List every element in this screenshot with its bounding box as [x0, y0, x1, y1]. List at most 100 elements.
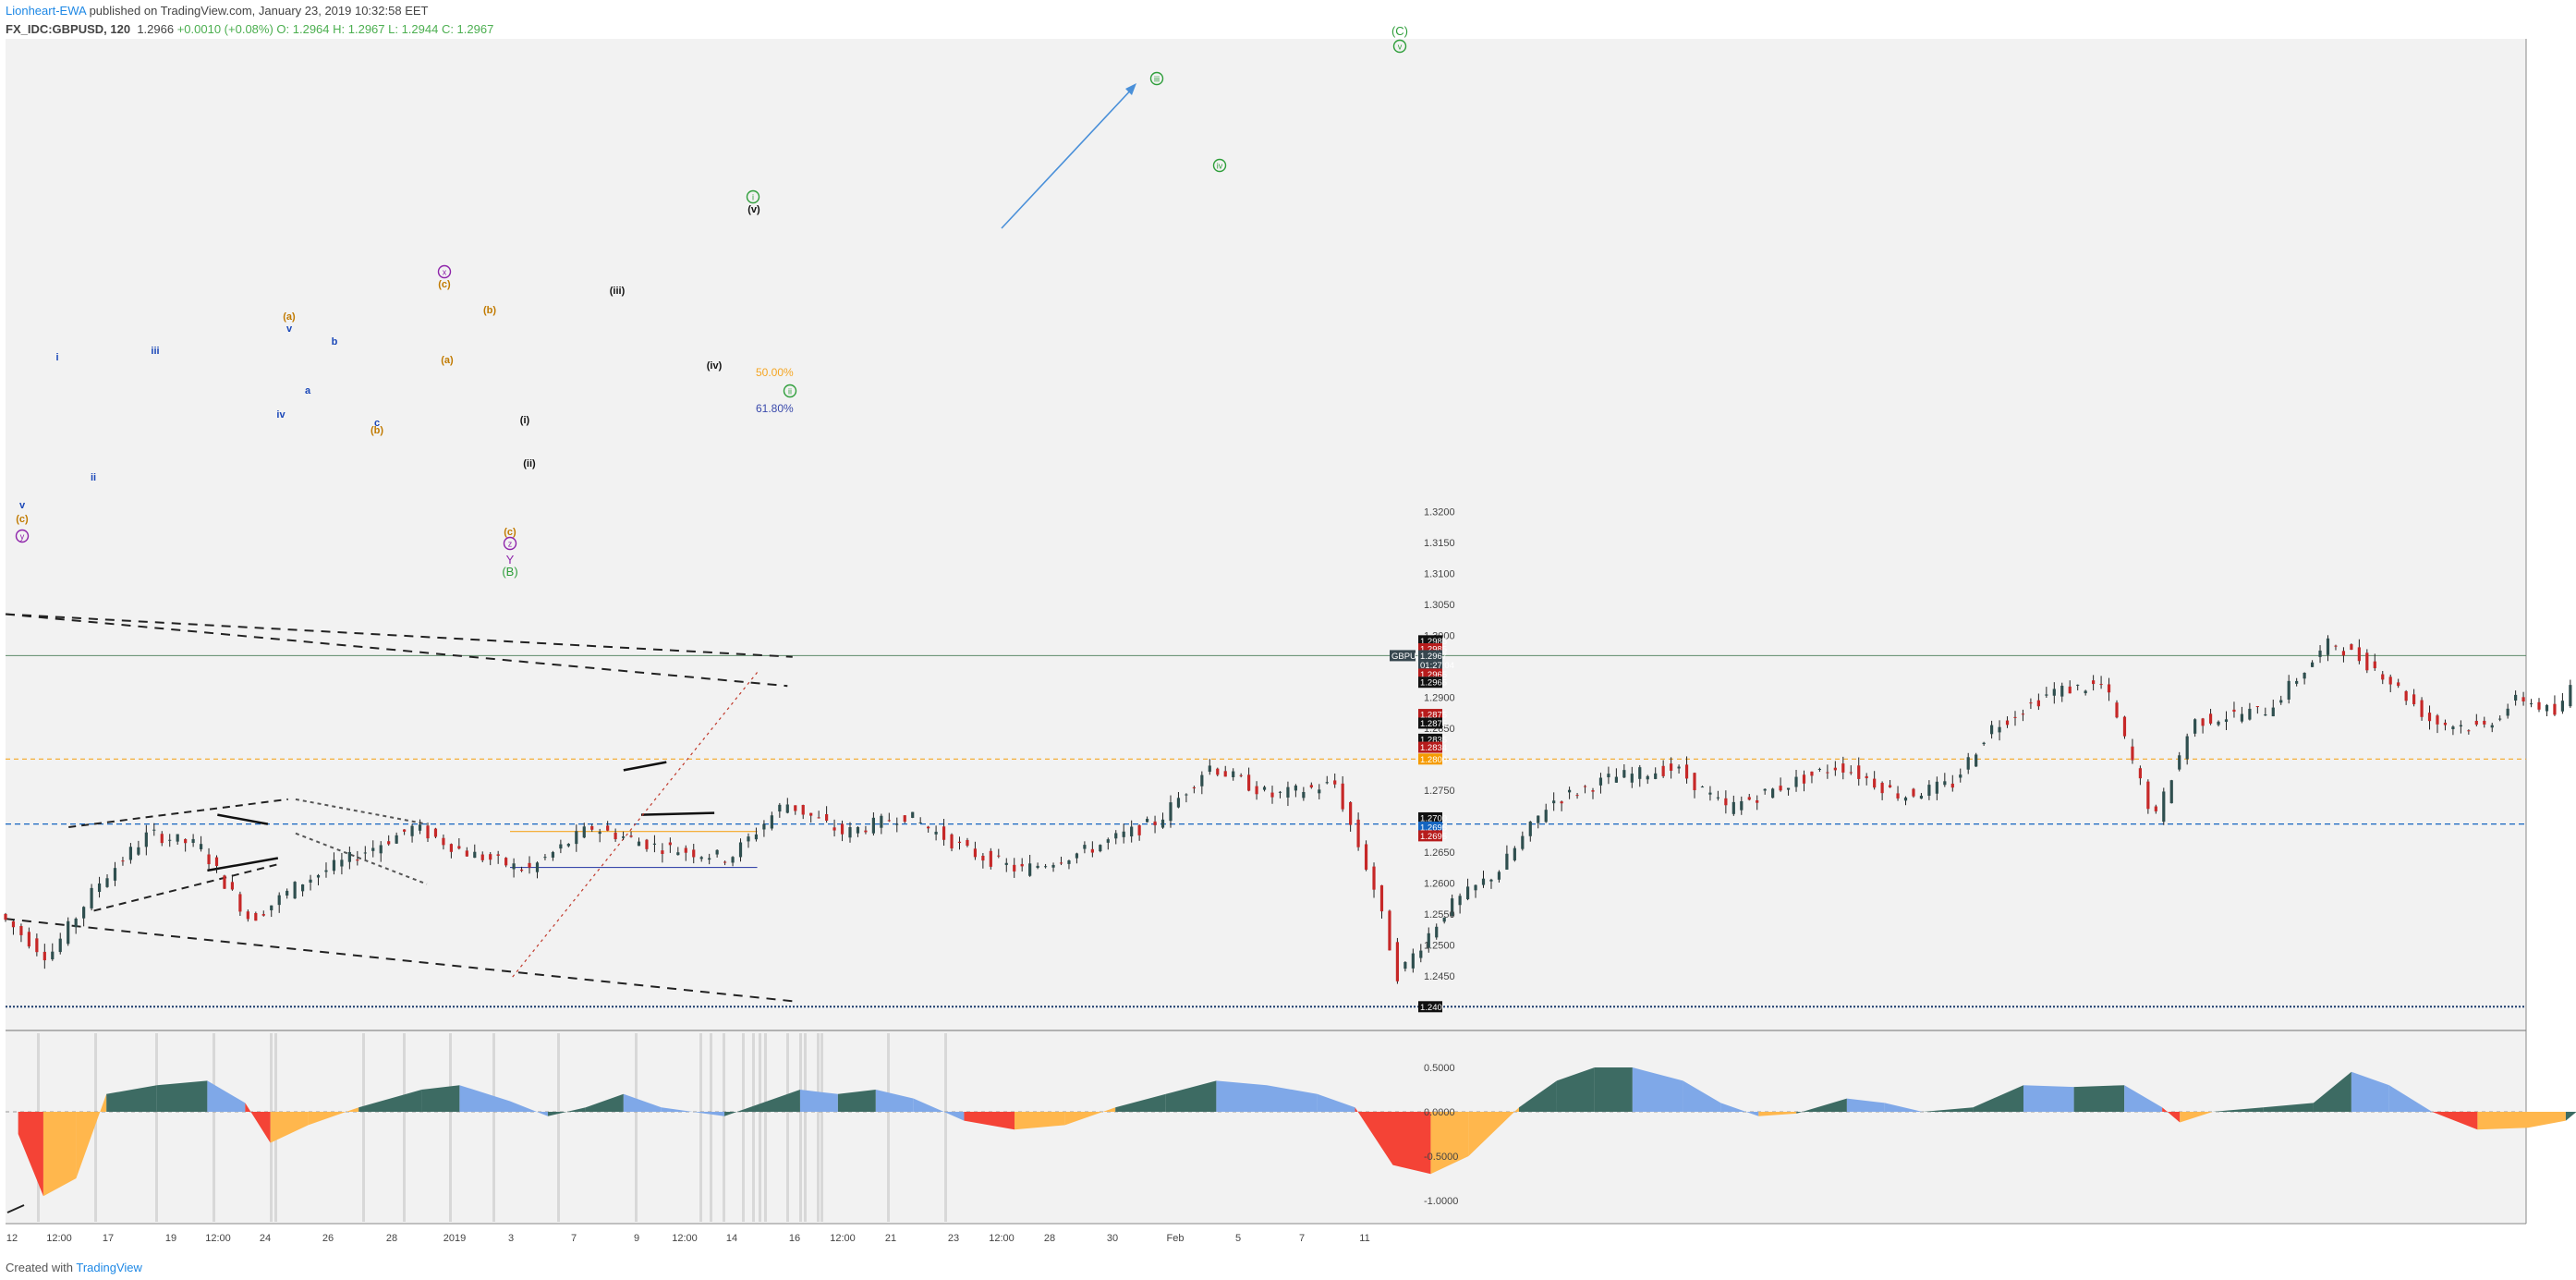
author-link[interactable]: Lionheart-EWA [6, 4, 86, 18]
candle-body [2404, 690, 2408, 701]
candle-body [1255, 786, 1258, 795]
osc-area-segment [358, 1090, 422, 1112]
candle-body [90, 887, 93, 908]
wave-a-left: (a) [283, 311, 296, 323]
candle-body [58, 938, 62, 953]
candle-body [1451, 898, 1454, 916]
osc-area-segment [1430, 1112, 1469, 1175]
candle-body [207, 854, 211, 865]
time-tick-label: 12 [6, 1233, 18, 1244]
projection-arrowhead [1125, 83, 1136, 95]
osc-area-segment [1973, 1085, 2023, 1112]
abc-channel-bottom [295, 832, 428, 885]
candle-body [1130, 826, 1134, 837]
wave-Y-label: Y [506, 553, 515, 567]
candle-body [864, 830, 868, 833]
wave-iv-green-circle [1212, 158, 1227, 173]
candle-body [2451, 726, 2455, 729]
candle-body [1975, 754, 1978, 767]
candle-body [1528, 821, 1532, 836]
wave-z-purple-circle [503, 536, 517, 551]
candle-body [2537, 701, 2541, 710]
candle-body [1677, 766, 1681, 769]
price-badge [1418, 822, 1442, 833]
candle-body [11, 920, 16, 928]
candle-body [410, 825, 414, 836]
osc-shade-bar [699, 1033, 702, 1222]
candle-body [1779, 786, 1782, 791]
candle-body [809, 812, 813, 816]
channel-top-line [5, 613, 788, 688]
candle-body [442, 837, 445, 846]
candle-body [1810, 771, 1814, 776]
osc-area-segment [156, 1080, 208, 1112]
osc-tick-label: 0.0000 [1424, 1107, 1455, 1118]
candle-body [2569, 685, 2572, 707]
candle-body [1208, 765, 1211, 773]
price-tick-label: 1.2650 [1424, 847, 1455, 859]
candle-body [1114, 833, 1118, 839]
ohlc-values: O: 1.2964 H: 1.2967 L: 1.2944 C: 1.2967 [276, 22, 494, 36]
publish-line: Lionheart-EWA published on TradingView.c… [6, 2, 493, 20]
candle-body [519, 869, 524, 872]
osc-area-segment [585, 1093, 624, 1112]
candle-body [794, 805, 797, 811]
candle-body [1286, 786, 1290, 798]
price-tick-label: 1.2750 [1424, 786, 1455, 797]
candle-body [191, 838, 195, 843]
osc-area-segment [1115, 1093, 1166, 1112]
candle-body [2092, 680, 2096, 685]
abc-channel-top [295, 798, 428, 825]
candle-body [1614, 776, 1618, 783]
osc-area-segment [1846, 1098, 1885, 1112]
candle-body [1216, 768, 1220, 775]
candle-body [927, 826, 930, 829]
candle-body [2388, 677, 2392, 685]
candle-body [1028, 863, 1032, 876]
symbol-name[interactable]: FX_IDC:GBPUSD, 120 [6, 22, 131, 36]
tradingview-logo[interactable]: TradingView [76, 1261, 142, 1274]
iv-wedge-bottom [640, 811, 715, 816]
price-badge-label: 1.2965 [1420, 670, 1447, 680]
candle-body [473, 851, 477, 859]
price-badge-label: 1.2875 [1420, 711, 1447, 721]
candle-body [590, 825, 594, 830]
candle-body [1598, 777, 1603, 786]
candle-body [1419, 950, 1423, 958]
wave-C-label: (C) [1391, 24, 1408, 38]
candle-body [1004, 862, 1008, 865]
candle-body [254, 913, 258, 921]
candle-body [2193, 719, 2197, 734]
candle-body [1137, 824, 1141, 835]
candle-body [2318, 650, 2322, 657]
candle-body [1442, 917, 1446, 922]
time-tick-label: 12:00 [46, 1233, 72, 1244]
candle-body [2013, 716, 2017, 718]
time-tick-label: 16 [789, 1233, 800, 1244]
candle-body [176, 834, 179, 842]
candle-body [621, 836, 626, 838]
candle-body [340, 859, 344, 867]
candle-body [2287, 680, 2290, 700]
candle-body [2115, 702, 2119, 718]
candle-body [2138, 768, 2142, 779]
candle-body [880, 815, 883, 828]
candle-body [997, 855, 1001, 857]
candle-body [1817, 769, 1822, 771]
candle-body [1622, 770, 1626, 778]
wave-c-top: (c) [438, 279, 451, 290]
osc-area-segment [661, 1107, 725, 1116]
candle-body [950, 834, 954, 849]
candle-body [2420, 700, 2424, 717]
candle-body [2326, 638, 2330, 655]
osc-area-segment [207, 1080, 246, 1112]
candle-body [137, 847, 140, 855]
candle-body [1560, 801, 1563, 804]
price-badge [1418, 659, 1442, 671]
candle-body [957, 841, 962, 844]
osc-area-segment [421, 1085, 460, 1112]
osc-area-segment [2351, 1071, 2389, 1112]
candle-body [2381, 674, 2385, 680]
candle-body [1364, 844, 1368, 871]
